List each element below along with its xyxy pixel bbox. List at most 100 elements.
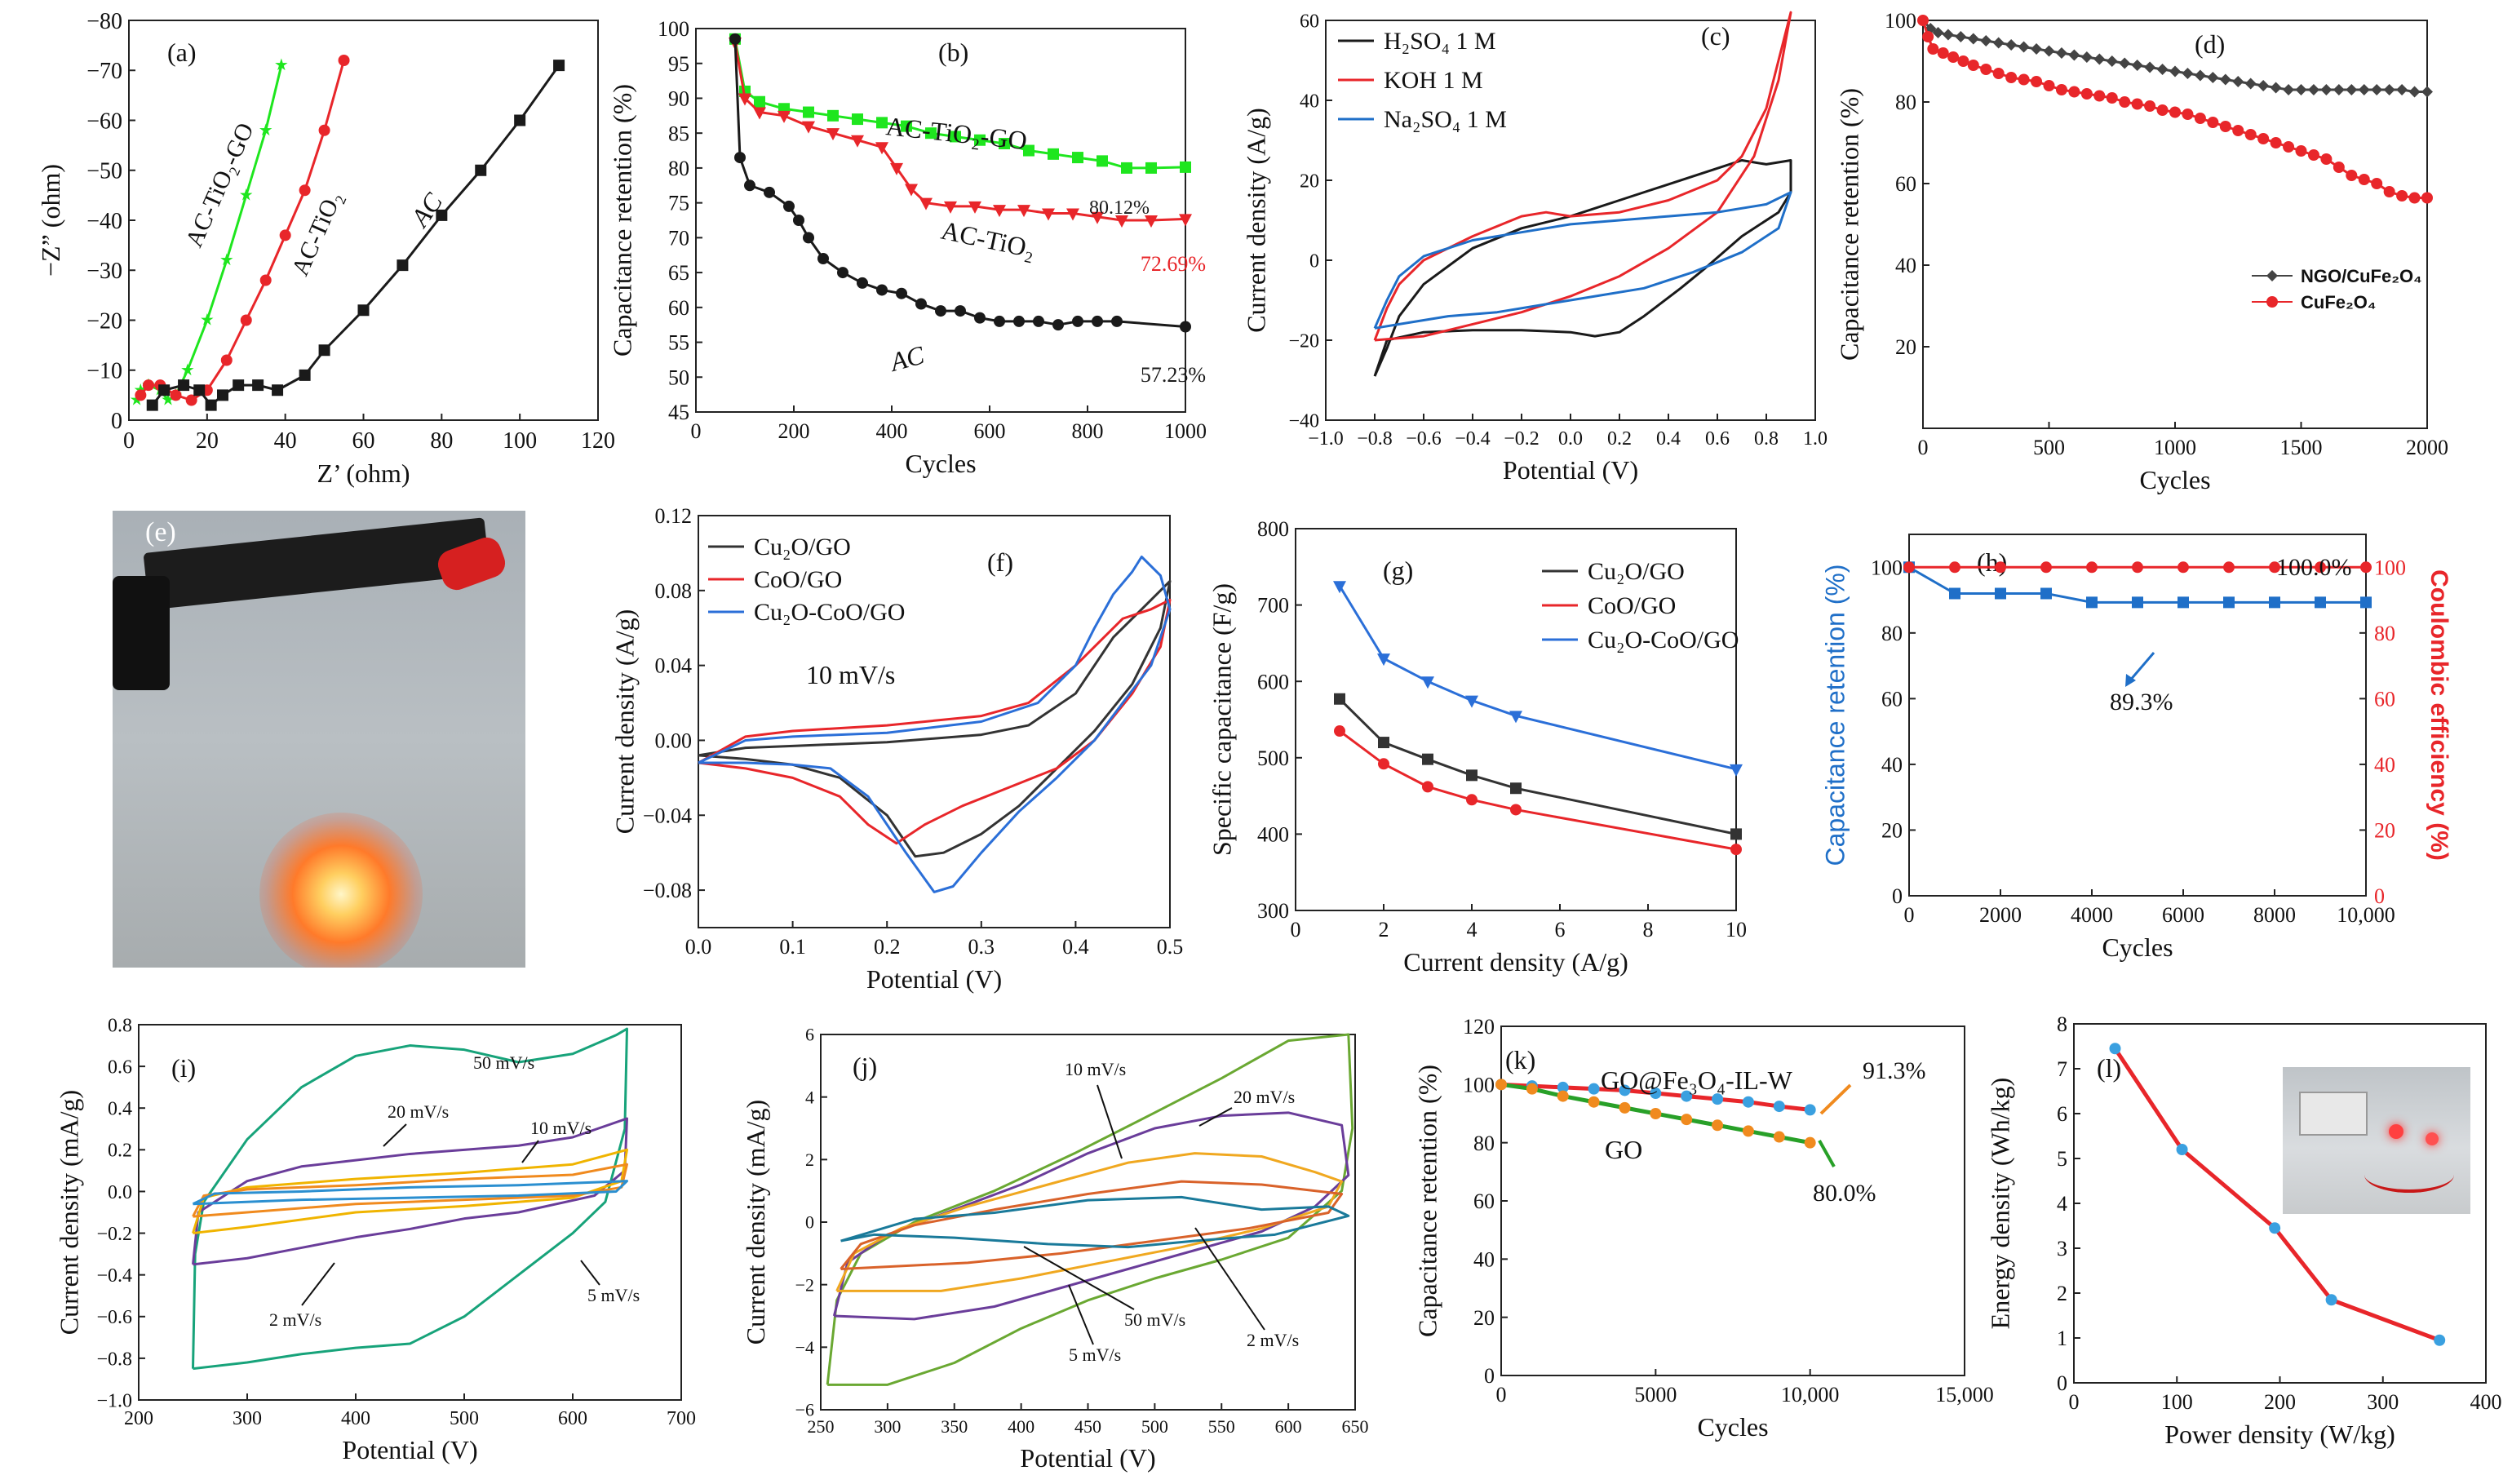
data-point	[1995, 587, 2006, 600]
series-0	[1495, 1079, 1816, 1116]
data-point	[1052, 319, 1064, 331]
data-point	[1773, 1101, 1785, 1113]
data-point	[2093, 53, 2106, 65]
x-tick-label: 400	[1008, 1416, 1034, 1437]
legend-label: Cu₂O-CoO/GO	[754, 599, 905, 626]
series-line	[1338, 698, 1737, 835]
led-2	[2426, 1132, 2439, 1145]
scan-rate-label: 2 mV/s	[1247, 1330, 1299, 1350]
y-tick-label: 65	[668, 261, 689, 285]
data-point	[2132, 596, 2143, 609]
data-point	[857, 277, 868, 289]
y-axis-label: Capacitance retention (%)	[607, 84, 636, 357]
data-point	[803, 232, 814, 244]
data-point	[993, 205, 1006, 218]
y2-axis-label: Coulombic efficiency (%)	[2426, 569, 2452, 861]
data-point	[2295, 84, 2307, 95]
x-tick-label: 0.2	[874, 935, 901, 959]
data-point	[2360, 561, 2372, 574]
data-point	[1017, 205, 1030, 218]
series-line	[192, 1027, 628, 1371]
data-point	[2176, 1144, 2188, 1155]
x-tick-label: 600	[1275, 1416, 1302, 1437]
series-line	[1373, 159, 1792, 377]
x-axis-label: Cycles	[2102, 932, 2173, 962]
data-point	[2055, 84, 2067, 95]
data-point	[905, 184, 918, 197]
data-point	[2315, 596, 2326, 609]
data-point	[2434, 1334, 2446, 1346]
x-tick-label: 120	[581, 428, 615, 454]
data-point	[919, 197, 933, 210]
data-point	[1092, 315, 1103, 327]
y-tick-label: −20	[1288, 330, 1319, 352]
y-tick-label: 60	[1881, 687, 1903, 711]
y-tick-label: 8	[2057, 1012, 2067, 1036]
data-point	[803, 106, 814, 118]
y2-tick-label: 100	[2374, 556, 2406, 579]
data-point	[729, 33, 741, 45]
data-point	[1967, 60, 1979, 71]
y-tick-label: 50	[668, 365, 689, 389]
annotation-arrow	[1198, 1107, 1233, 1127]
data-point	[2119, 96, 2131, 108]
plot-frame	[138, 1024, 682, 1401]
series-line	[1338, 585, 1737, 771]
panel-label: (l)	[2097, 1053, 2121, 1083]
data-point: ★	[200, 310, 215, 330]
data-point	[1942, 29, 1954, 41]
data-point	[1510, 804, 1522, 816]
data-point	[2005, 39, 2018, 51]
data-point	[1023, 144, 1034, 157]
data-point	[2080, 51, 2093, 63]
data-point	[2283, 84, 2295, 95]
y-tick-label: −0.4	[96, 1265, 132, 1287]
y-tick-label: −30	[86, 259, 122, 284]
series-line	[840, 1180, 1344, 1270]
data-point	[2333, 84, 2345, 95]
data-point	[2320, 84, 2333, 95]
annotation-arrow	[1818, 1140, 1836, 1167]
data-point	[193, 384, 206, 396]
panel-label: (b)	[938, 38, 968, 67]
data-point	[827, 109, 839, 122]
data-point	[1097, 155, 1108, 167]
data-point	[754, 95, 765, 108]
series-1	[1903, 561, 2372, 574]
chart-panel-g: 0 2 4 6 8 10 300 400 500 600 700 800 Current density…	[1207, 517, 1747, 977]
x-tick-label: 400	[876, 419, 908, 443]
data-point	[2055, 47, 2067, 59]
data-point	[2270, 137, 2282, 148]
data-point	[875, 142, 888, 155]
data-point	[1145, 162, 1157, 174]
photo-inset-l	[2283, 1067, 2470, 1214]
data-point	[185, 394, 197, 406]
y-axis-label: Capacitance retention (%)	[1820, 565, 1850, 866]
x-tick-label: 0.4	[1656, 428, 1681, 450]
x-axis-label: Potential (V)	[1020, 1443, 1155, 1473]
data-point	[1378, 737, 1389, 749]
panel-label: (a)	[167, 38, 197, 67]
x-tick-label: 300	[2367, 1390, 2399, 1414]
x-tick-label: 6	[1555, 918, 1566, 941]
x-tick-label: 60	[352, 428, 375, 454]
x-tick-label: 500	[2033, 436, 2065, 459]
series-3	[840, 1180, 1344, 1270]
data-point	[2360, 596, 2372, 609]
y-tick-label: 6	[805, 1025, 814, 1045]
data-point	[2132, 561, 2143, 574]
x-tick-label: 0	[1918, 436, 1929, 459]
data-point	[2269, 1222, 2281, 1234]
data-point	[1681, 1090, 1693, 1102]
chart-panel-d: 0 500 1000 1500 2000 20 40 60 80 100 Cycles Capacit…	[1834, 9, 2448, 494]
annotation-ac: AC	[404, 187, 448, 233]
data-point	[890, 162, 903, 175]
y-tick-label: −20	[86, 308, 122, 334]
chart-panel-h: 0 2000 4000 6000 8000 10,00002040608010002040…	[1820, 534, 2452, 962]
annotation-retention: 89.3%	[2110, 689, 2173, 715]
data-point	[1180, 321, 1191, 333]
series-line	[1373, 191, 1792, 330]
data-point	[852, 113, 863, 126]
y-tick-label: 40	[1473, 1247, 1495, 1271]
annotation-ac-tio2: AC-TiO₂	[939, 215, 1039, 264]
